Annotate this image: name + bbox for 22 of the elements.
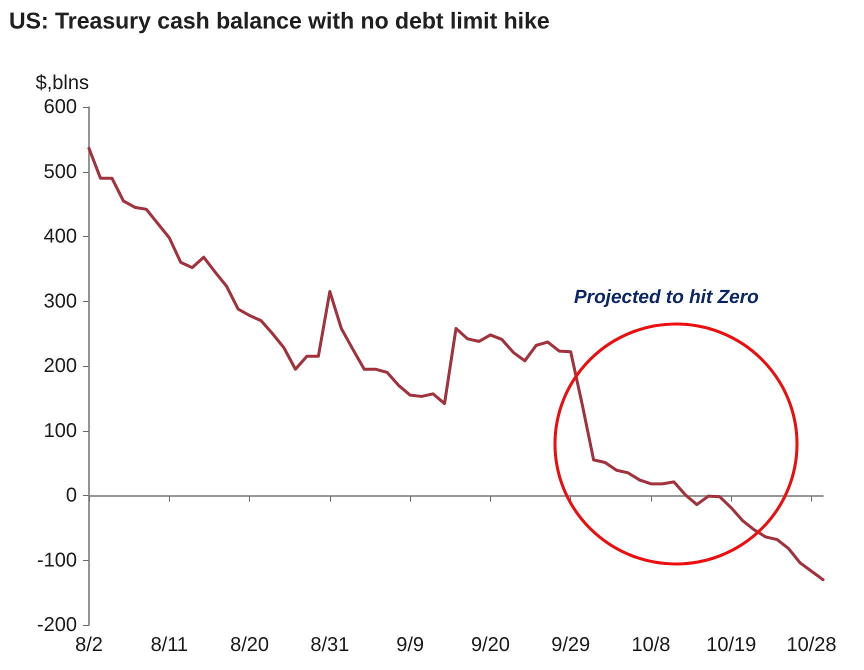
y-tick-label: 400 <box>44 226 77 248</box>
x-tick-label: 9/20 <box>470 634 510 656</box>
x-tick-label: 10/8 <box>632 634 670 656</box>
y-tick-label: 600 <box>44 96 77 118</box>
x-tick-label: 8/2 <box>75 634 103 656</box>
y-tick-label: 100 <box>44 420 77 442</box>
x-tick-label: 8/11 <box>150 634 188 656</box>
chart-title: US: Treasury cash balance with no debt limit hike <box>9 8 550 34</box>
x-tick-label: 8/20 <box>230 634 270 656</box>
y-tick-label: 200 <box>44 355 77 377</box>
y-tick-label: -100 <box>36 549 77 572</box>
x-tick-label: 8/31 <box>310 634 350 656</box>
y-tick-label: -200 <box>36 614 77 636</box>
y-tick-label: 0 <box>66 484 77 506</box>
y-axis-title: $,blns <box>36 72 89 94</box>
x-tick-label: 10/28 <box>786 634 837 656</box>
y-tick-label: 300 <box>44 290 77 312</box>
annotation: Projected to hit Zero <box>574 287 759 308</box>
x-tick-label: 9/9 <box>396 634 424 656</box>
x-tick-label: 10/19 <box>706 634 756 656</box>
x-tick-label: 9/29 <box>551 634 590 656</box>
y-tick-label: 500 <box>44 160 77 183</box>
